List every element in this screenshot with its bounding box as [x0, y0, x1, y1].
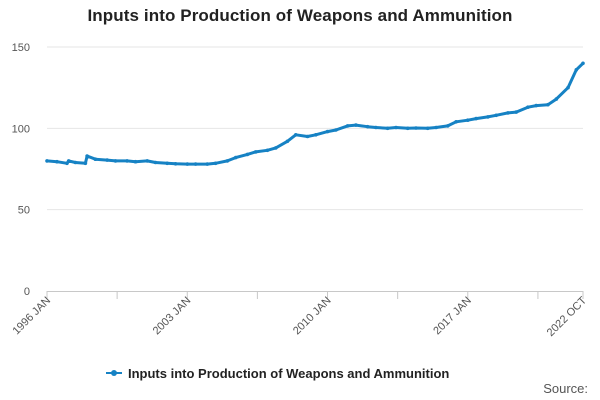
data-point	[85, 154, 89, 158]
data-point	[566, 85, 570, 90]
data-point	[314, 133, 318, 137]
data-point	[546, 102, 550, 107]
data-point	[434, 125, 438, 130]
y-tick-label: 0	[24, 286, 30, 298]
data-point	[265, 148, 270, 153]
data-point	[325, 129, 330, 134]
data-point	[506, 111, 510, 115]
data-point	[494, 113, 499, 118]
legend-label: Inputs into Production of Weapons and Am…	[128, 366, 449, 381]
data-point	[581, 61, 585, 66]
data-point	[526, 105, 530, 109]
data-point	[73, 160, 78, 165]
chart-title: Inputs into Production of Weapons and Am…	[87, 6, 513, 25]
data-point	[374, 125, 378, 130]
data-point	[133, 159, 138, 164]
data-point	[93, 157, 98, 161]
data-point	[285, 139, 290, 144]
data-point	[354, 123, 358, 127]
data-point	[466, 118, 470, 122]
data-point	[274, 146, 278, 150]
data-point	[305, 134, 310, 139]
data-point	[45, 159, 49, 163]
legend[interactable]: Inputs into Production of Weapons and Am…	[106, 366, 449, 381]
data-point	[173, 162, 178, 166]
data-point	[233, 155, 238, 160]
x-tick-label: 2010 JAN	[291, 295, 334, 338]
data-point	[213, 161, 218, 166]
data-point	[334, 128, 338, 132]
data-point	[193, 162, 198, 166]
data-point	[414, 126, 418, 130]
data-point	[405, 126, 410, 131]
y-axis: 0 50 100 150	[12, 42, 30, 298]
data-point	[385, 126, 390, 131]
data-point	[245, 152, 250, 157]
data-point	[345, 124, 350, 128]
y-tick-label: 100	[12, 123, 30, 135]
x-tick-label: 2022 OCT	[545, 294, 590, 339]
data-point	[554, 97, 559, 101]
data-point	[83, 161, 88, 166]
x-axis	[46, 291, 584, 299]
data-point	[225, 159, 230, 163]
data-point	[55, 159, 59, 164]
data-point	[514, 110, 518, 114]
data-point	[165, 161, 169, 166]
data-point	[185, 162, 190, 166]
grid-lines	[47, 46, 583, 211]
data-point	[486, 115, 490, 119]
data-point	[445, 124, 450, 128]
data-point	[454, 120, 458, 124]
series-layer	[45, 61, 585, 166]
data-point	[253, 150, 258, 154]
series-line	[45, 61, 585, 166]
data-point	[574, 68, 579, 72]
x-tick-label: 2003 JAN	[151, 295, 194, 338]
x-tick-label: 2017 JAN	[431, 295, 474, 338]
data-point	[113, 159, 118, 163]
legend-point-marker	[111, 370, 117, 376]
data-point	[125, 159, 129, 163]
data-point	[153, 160, 158, 165]
data-point	[205, 162, 210, 166]
data-point	[66, 159, 71, 163]
y-tick-label: 150	[12, 42, 30, 54]
x-tick-label: 1996 JAN	[10, 295, 53, 338]
source-label: Source:	[543, 381, 588, 396]
data-point	[105, 158, 109, 162]
data-point	[145, 159, 149, 163]
data-point	[534, 103, 538, 108]
data-point	[365, 124, 370, 129]
data-point	[394, 125, 398, 130]
data-point	[425, 126, 430, 131]
data-point	[294, 133, 298, 137]
x-axis-tick-labels: 1996 JAN 2003 JAN 2010 JAN 2017 JAN 2022 OCT	[10, 294, 589, 339]
y-tick-label: 50	[18, 205, 30, 217]
data-point	[474, 116, 478, 121]
